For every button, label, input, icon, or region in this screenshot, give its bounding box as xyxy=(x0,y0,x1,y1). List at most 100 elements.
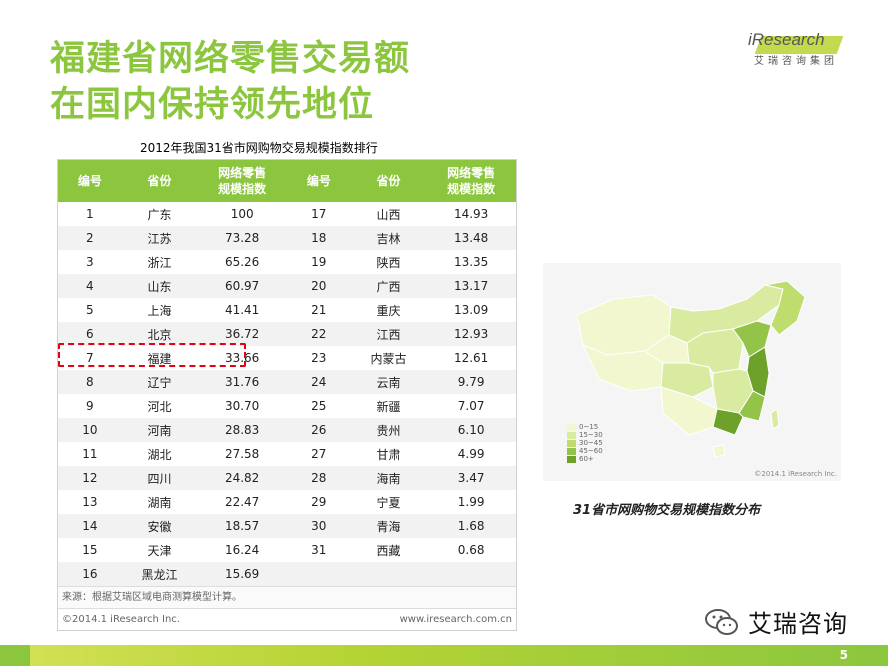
table-cell: 15.69 xyxy=(197,562,287,586)
title-line-1: 福建省网络零售交易额 xyxy=(50,39,411,79)
map-caption: 31省市网购物交易规模指数分布 xyxy=(573,503,761,518)
table-row: 2 江苏 73.28 18 吉林 13.48 xyxy=(58,226,516,250)
table-row: 13 湖南 22.47 29 宁夏 1.99 xyxy=(58,490,516,514)
table-cell: 27.58 xyxy=(197,442,287,466)
china-map-icon xyxy=(576,280,806,458)
table-cell: 山西 xyxy=(350,202,427,226)
table-cell: 内蒙古 xyxy=(350,346,427,370)
legend-label: 0~15 xyxy=(579,423,599,431)
table-cell: 31 xyxy=(286,538,351,562)
table-cell: 22 xyxy=(286,322,351,346)
table-cell: 山东 xyxy=(121,274,198,298)
table-cell: 吉林 xyxy=(350,226,427,250)
table-cell: 黑龙江 xyxy=(121,562,198,586)
table-cell: 7.07 xyxy=(426,394,516,418)
table-cell: 14 xyxy=(58,514,122,538)
source-note: 来源：根据艾瑞区域电商测算模型计算。 xyxy=(58,586,516,608)
legend-label: 60+ xyxy=(579,455,594,463)
table-cell: 湖北 xyxy=(121,442,198,466)
table-cell: 18 xyxy=(286,226,351,250)
table-cell: 甘肃 xyxy=(350,442,427,466)
table-cell: 2 xyxy=(58,226,122,250)
legend-item: 15~30 xyxy=(567,431,603,439)
wechat-badge: 艾瑞咨询 xyxy=(704,604,848,639)
table-cell: 28.83 xyxy=(197,418,287,442)
table-cell: 18.57 xyxy=(197,514,287,538)
table-cell: 广东 xyxy=(121,202,198,226)
header-cell: 省份 xyxy=(121,160,198,202)
table-cell: 海南 xyxy=(350,466,427,490)
table-cell: 13.09 xyxy=(426,298,516,322)
table-row: 6 北京 36.72 22 江西 12.93 xyxy=(58,322,516,346)
table-row: 12 四川 24.82 28 海南 3.47 xyxy=(58,466,516,490)
table-cell: 陕西 xyxy=(350,250,427,274)
table-row: 10 河南 28.83 26 贵州 6.10 xyxy=(58,418,516,442)
table-cell: 41.41 xyxy=(197,298,287,322)
map-copyright: ©2014.1 iResearch Inc. xyxy=(754,470,837,478)
table-cell: 6.10 xyxy=(426,418,516,442)
table-row: 3 浙江 65.26 19 陕西 13.35 xyxy=(58,250,516,274)
table-header-row: 编号 省份 网络零售 规模指数 编号 省份 网络零售 规模指数 xyxy=(58,160,516,202)
table-cell: 15 xyxy=(58,538,122,562)
iresearch-logo: iResearch 艾瑞咨询集团 xyxy=(748,30,848,67)
table-cell: 13.17 xyxy=(426,274,516,298)
table-cell: 12.61 xyxy=(426,346,516,370)
table-caption: 2012年我国31省市网购物交易规模指数排行 xyxy=(140,141,378,155)
legend-label: 15~30 xyxy=(579,431,603,439)
table-row: 15 天津 16.24 31 西藏 0.68 xyxy=(58,538,516,562)
legend-item: 0~15 xyxy=(567,423,603,431)
table-cell: 9.79 xyxy=(426,370,516,394)
header-cell: 编号 xyxy=(286,160,351,202)
table-copyright: ©2014.1 iResearch Inc. xyxy=(62,614,180,625)
table-cell: 23 xyxy=(286,346,351,370)
table-row: 4 山东 60.97 20 广西 13.17 xyxy=(58,274,516,298)
table-cell: 青海 xyxy=(350,514,427,538)
table-row: 5 上海 41.41 21 重庆 13.09 xyxy=(58,298,516,322)
table-cell: 21 xyxy=(286,298,351,322)
table-row: 16 黑龙江 15.69 xyxy=(58,562,516,586)
table-cell: 贵州 xyxy=(350,418,427,442)
table-cell: 30.70 xyxy=(197,394,287,418)
table-cell: 天津 xyxy=(121,538,198,562)
table-cell: 4 xyxy=(58,274,122,298)
table-cell: 30 xyxy=(286,514,351,538)
table-cell: 25 xyxy=(286,394,351,418)
table-cell: 13 xyxy=(58,490,122,514)
header-cell: 省份 xyxy=(350,160,427,202)
table-cell: 1.68 xyxy=(426,514,516,538)
table-cell: 江西 xyxy=(350,322,427,346)
table-body: 1 广东 100 17 山西 14.93 2 江苏 73.28 18 吉林 13.48 3 浙江 65.26… xyxy=(58,202,516,586)
fujian-highlight-box xyxy=(58,343,246,367)
legend-label: 45~60 xyxy=(579,447,603,455)
table-cell: 四川 xyxy=(121,466,198,490)
table-cell: 辽宁 xyxy=(121,370,198,394)
table-cell xyxy=(350,562,427,586)
legend-item: 30~45 xyxy=(567,439,603,447)
table-cell: 6 xyxy=(58,322,122,346)
wechat-label: 艾瑞咨询 xyxy=(748,610,848,638)
legend-swatch xyxy=(567,423,576,431)
table-cell: 24.82 xyxy=(197,466,287,490)
table-cell xyxy=(426,562,516,586)
table-cell: 60.97 xyxy=(197,274,287,298)
table-cell: 10 xyxy=(58,418,122,442)
table-cell: 73.28 xyxy=(197,226,287,250)
legend-label: 30~45 xyxy=(579,439,603,447)
map-legend: 0~15 15~30 30~45 45~60 60+ xyxy=(567,423,603,463)
table-cell: 0.68 xyxy=(426,538,516,562)
slide-title: 福建省网络零售交易额 在国内保持领先地位 xyxy=(50,36,410,128)
table-cell: 12.93 xyxy=(426,322,516,346)
table-row: 1 广东 100 17 山西 14.93 xyxy=(58,202,516,226)
table-cell: 36.72 xyxy=(197,322,287,346)
table-cell: 11 xyxy=(58,442,122,466)
legend-swatch xyxy=(567,439,576,447)
table-row: 11 湖北 27.58 27 甘肃 4.99 xyxy=(58,442,516,466)
table-cell: 26 xyxy=(286,418,351,442)
table-cell: 5 xyxy=(58,298,122,322)
table-cell: 河北 xyxy=(121,394,198,418)
table-cell: 22.47 xyxy=(197,490,287,514)
china-map-panel: 0~15 15~30 30~45 45~60 60+ ©2014.1 iResearch… xyxy=(543,263,841,481)
logo-text: iResearch xyxy=(748,30,825,49)
ranking-table: 编号 省份 网络零售 规模指数 编号 省份 网络零售 规模指数 1 广东 100 17… xyxy=(58,160,516,586)
table-cell: 西藏 xyxy=(350,538,427,562)
